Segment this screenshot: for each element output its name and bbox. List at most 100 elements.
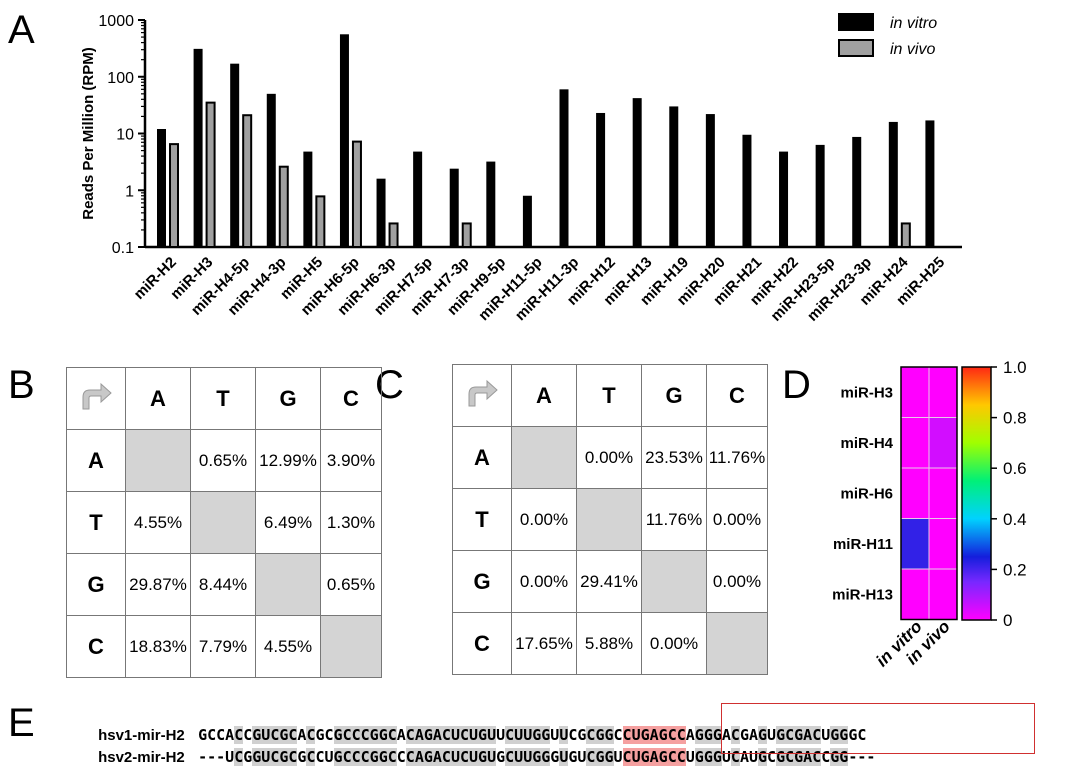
nucleotide: -: [866, 748, 876, 766]
heatmap-row-label: miR-H11: [833, 536, 893, 553]
nucleotide: C: [676, 726, 686, 744]
column-header: T: [190, 367, 256, 430]
table-cell: 18.83%: [125, 615, 191, 678]
column-header: T: [576, 364, 642, 427]
panel-label-b: B: [8, 363, 35, 407]
colorbar-tick-label: 1.0: [1003, 358, 1027, 377]
nucleotide: C: [505, 748, 515, 766]
nucleotide: U: [496, 726, 506, 744]
seed-box: [721, 703, 1035, 754]
nucleotide: A: [649, 726, 659, 744]
nucleotide: U: [559, 726, 569, 744]
nucleotide: -: [848, 748, 858, 766]
nucleotide: G: [423, 726, 433, 744]
nucleotide: A: [396, 726, 406, 744]
heatmap-row-label: miR-H13: [832, 586, 893, 603]
nucleotide: G: [478, 748, 488, 766]
nucleotide: C: [586, 748, 596, 766]
nucleotide: G: [577, 726, 587, 744]
table-cell: 23.53%: [641, 426, 707, 489]
nucleotide: C: [315, 748, 325, 766]
bar-in-vitro: [815, 144, 825, 247]
nucleotide: A: [739, 748, 749, 766]
table-cell: 0.00%: [641, 612, 707, 675]
nucleotide: C: [667, 748, 677, 766]
nucleotide: C: [459, 748, 469, 766]
nucleotide: G: [595, 748, 605, 766]
table-cell: [511, 426, 577, 489]
nucleotide: G: [423, 748, 433, 766]
bar-in-vitro: [779, 151, 789, 247]
nucleotide: G: [694, 726, 704, 744]
nucleotide: A: [685, 726, 695, 744]
arrow-icon: [66, 367, 126, 430]
heatmap-cell: [928, 467, 958, 519]
nucleotide: A: [748, 726, 758, 744]
table-cell: 5.88%: [576, 612, 642, 675]
nucleotide: A: [803, 748, 813, 766]
heatmap-cell: [900, 518, 930, 570]
nucleotide: A: [649, 748, 659, 766]
nucleotide: A: [414, 748, 424, 766]
nucleotide: C: [387, 748, 397, 766]
table-cell: 7.79%: [190, 615, 256, 678]
table-cell: 29.41%: [576, 550, 642, 613]
nucleotide: C: [667, 726, 677, 744]
bar-in-vitro: [413, 151, 423, 247]
nucleotide: G: [532, 748, 542, 766]
bar-in-vitro: [193, 48, 203, 248]
bar-in-vivo: [315, 195, 326, 248]
nucleotide: G: [776, 726, 786, 744]
nucleotide: U: [550, 726, 560, 744]
nucleotide: C: [234, 726, 244, 744]
nucleotide: G: [496, 748, 506, 766]
table-cell: 0.00%: [576, 426, 642, 489]
nucleotide: U: [324, 748, 334, 766]
nucleotide: C: [622, 748, 632, 766]
panel-label-e: E: [8, 701, 35, 745]
nucleotide: C: [360, 748, 370, 766]
nucleotide: C: [288, 748, 298, 766]
bar-in-vivo: [900, 222, 911, 248]
nucleotide: G: [252, 726, 262, 744]
nucleotide: A: [297, 726, 307, 744]
nucleotide: C: [767, 748, 777, 766]
legend-label-in-vitro: in vitro: [890, 15, 937, 32]
nucleotide: G: [541, 726, 551, 744]
nucleotide: C: [360, 726, 370, 744]
bar-in-vitro: [376, 178, 386, 247]
nucleotide: G: [243, 748, 253, 766]
bar-in-vitro: [632, 98, 642, 247]
nucleotide: G: [297, 748, 307, 766]
panel-label-a: A: [8, 8, 35, 52]
nucleotide: G: [333, 748, 343, 766]
nucleotide: C: [730, 726, 740, 744]
legend-swatch-in-vitro: [838, 13, 874, 31]
table-row: T 4.55% 6.49% 1.30%: [66, 491, 382, 554]
nucleotide: U: [514, 726, 524, 744]
nucleotide: C: [441, 726, 451, 744]
heatmap-cell: [928, 568, 958, 620]
nucleotide: A: [721, 726, 731, 744]
nucleotide: G: [198, 726, 208, 744]
nucleotide: U: [559, 748, 569, 766]
nucleotide: -: [207, 748, 217, 766]
nucleotide: G: [640, 726, 650, 744]
nucleotide: C: [613, 726, 623, 744]
table-cell: 29.87%: [125, 553, 191, 616]
heatmap-row-label: miR-H3: [840, 384, 893, 401]
bar-in-vitro: [559, 89, 569, 247]
row-header: T: [452, 488, 512, 551]
nucleotide: G: [369, 748, 379, 766]
table-cell: [190, 491, 256, 554]
nucleotide: -: [857, 748, 867, 766]
table-row: T 0.00% 11.76% 0.00%: [452, 488, 768, 551]
nucleotide: G: [839, 726, 849, 744]
nucleotide: U: [450, 726, 460, 744]
nucleotide: G: [712, 726, 722, 744]
heatmap-row-label: miR-H4: [840, 435, 893, 452]
table-row: G 29.87% 8.44% 0.65%: [66, 553, 382, 616]
nucleotide: C: [288, 726, 298, 744]
nucleotide: C: [730, 748, 740, 766]
